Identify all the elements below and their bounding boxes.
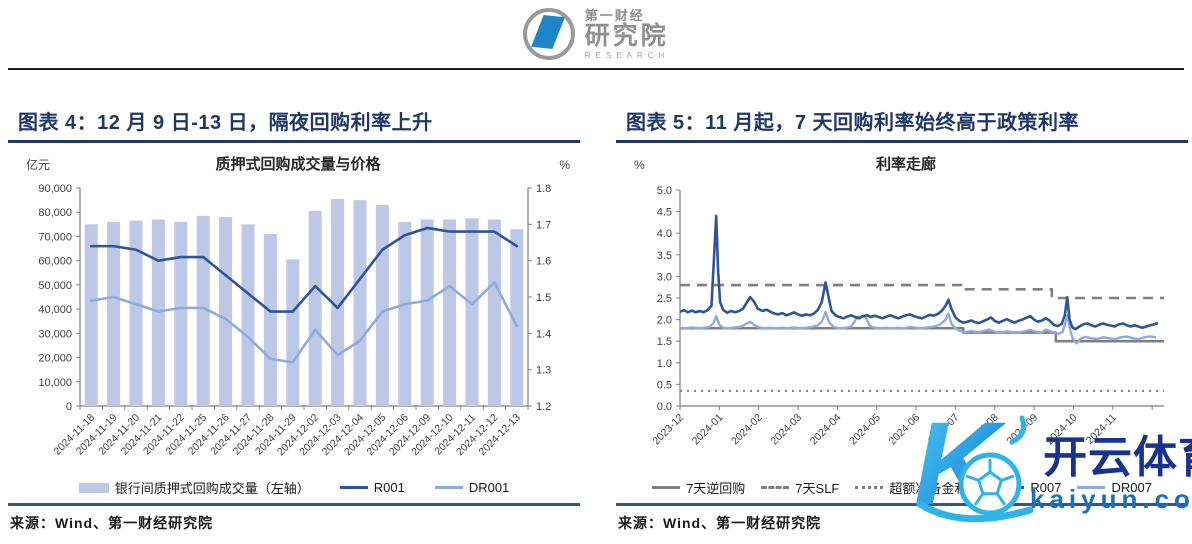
legend-swatch-line-light bbox=[434, 486, 463, 489]
svg-text:80,000: 80,000 bbox=[38, 207, 72, 219]
legend-item: DR001 bbox=[434, 480, 510, 495]
chart5-source: 来源：Wind、第一财经研究院 bbox=[618, 515, 822, 531]
legend-swatch-line-light bbox=[1077, 486, 1106, 489]
logo-text: 第一财经 研究院 RESEARCH bbox=[585, 9, 669, 60]
repo-volume-price-chart: 0 10,000 20,000 30,000 40,000 50,000 60,000 70,… bbox=[38, 183, 551, 458]
chart4-source-rule bbox=[8, 503, 580, 506]
chart5-title: 利率走廊 bbox=[875, 156, 936, 173]
svg-text:0.0: 0.0 bbox=[657, 401, 672, 413]
svg-text:1.5: 1.5 bbox=[536, 292, 551, 304]
chart4-title: 质押式回购成交量与价格 bbox=[215, 156, 381, 173]
chart4-right-axis-unit: % bbox=[559, 158, 570, 172]
chart5-header-row: % 利率走廊 bbox=[616, 153, 1188, 174]
svg-text:4.5: 4.5 bbox=[657, 207, 672, 219]
svg-text:10,000: 10,000 bbox=[38, 377, 72, 389]
svg-text:1.0: 1.0 bbox=[657, 358, 672, 370]
svg-text:70,000: 70,000 bbox=[38, 231, 72, 243]
svg-text:30,000: 30,000 bbox=[38, 328, 72, 340]
logo-en: RESEARCH bbox=[584, 50, 670, 60]
legend-item: DR007 bbox=[1077, 480, 1152, 495]
legend-swatch-bar bbox=[78, 482, 109, 493]
svg-text:1.5: 1.5 bbox=[657, 336, 672, 348]
chart4-heading: 图表 4：12 月 9 日-13 日，隔夜回购利率上升 bbox=[8, 106, 580, 143]
svg-text:1.8: 1.8 bbox=[536, 183, 551, 195]
legend-item: 银行间质押式回购成交量（左轴） bbox=[78, 478, 310, 497]
kaiyun-brand-text: 开云体育 bbox=[1043, 433, 1192, 482]
legend-swatch-line-gray-dashed bbox=[761, 486, 790, 489]
logo-cn-small: 第一财经 bbox=[584, 7, 645, 23]
kaiyun-domain-text: kaiyun.com bbox=[1030, 484, 1192, 514]
svg-text:20,000: 20,000 bbox=[38, 353, 72, 365]
legend-label: DR007 bbox=[1111, 480, 1152, 495]
legend-label: 7天逆回购 bbox=[686, 481, 746, 496]
svg-text:0.5: 0.5 bbox=[657, 379, 672, 391]
chart5-left-axis-unit: % bbox=[634, 158, 645, 172]
chart4-legend: 银行间质押式回购成交量（左轴） R001 DR001 bbox=[8, 478, 580, 497]
chart4-source: 来源：Wind、第一财经研究院 bbox=[10, 515, 214, 531]
yicai-research-logo: 第一财经 研究院 RESEARCH bbox=[522, 8, 669, 60]
chart5-heading: 图表 5：11 月起，7 天回购利率始终高于政策利率 bbox=[616, 106, 1188, 143]
svg-text:2024-04: 2024-04 bbox=[808, 412, 844, 448]
legend-label: 7天SLF bbox=[795, 481, 840, 496]
legend-swatch-line-dark bbox=[339, 486, 368, 489]
kaiyun-k-ball-icon: K bbox=[916, 404, 1034, 530]
legend-label: 超额准备金利率 bbox=[889, 481, 981, 496]
svg-text:90,000: 90,000 bbox=[38, 183, 72, 195]
svg-text:40,000: 40,000 bbox=[38, 304, 72, 316]
svg-text:2024-05: 2024-05 bbox=[847, 412, 883, 448]
chart4-left-axis-unit: 亿元 bbox=[26, 158, 51, 172]
svg-text:60,000: 60,000 bbox=[38, 256, 72, 268]
legend-swatch-line-gray-solid bbox=[652, 486, 681, 489]
legend-label: R007 bbox=[1030, 480, 1062, 495]
svg-text:2023-12: 2023-12 bbox=[650, 412, 686, 448]
panel-chart4: 图表 4：12 月 9 日-13 日，隔夜回购利率上升 亿元 质押式回购成交量与… bbox=[8, 106, 580, 533]
svg-text:3.0: 3.0 bbox=[657, 271, 672, 283]
svg-text:2024-03: 2024-03 bbox=[768, 412, 804, 448]
svg-text:4.0: 4.0 bbox=[657, 228, 672, 240]
logo-circle-shape bbox=[522, 8, 575, 60]
legend-swatch-line-gray-dotted bbox=[855, 486, 884, 489]
chart5-source-rule bbox=[616, 503, 1188, 506]
legend-label: DR001 bbox=[468, 480, 510, 495]
svg-text:5.0: 5.0 bbox=[657, 185, 672, 197]
logo-header: 第一财经 研究院 RESEARCH bbox=[8, 0, 1184, 70]
logo-cn-large: 研究院 bbox=[584, 21, 669, 50]
legend-label: 银行间质押式回购成交量（左轴） bbox=[114, 481, 310, 496]
svg-text:1.4: 1.4 bbox=[536, 328, 551, 340]
svg-text:2.5: 2.5 bbox=[657, 293, 672, 305]
rate-corridor-chart: 0.0 0.5 1.0 1.5 2.0 2.5 3.0 3.5 4.0 4.5 5.0 2023-12… bbox=[650, 185, 1164, 448]
chart-panels: 图表 4：12 月 9 日-13 日，隔夜回购利率上升 亿元 质押式回购成交量与… bbox=[0, 106, 1192, 533]
svg-text:3.5: 3.5 bbox=[657, 250, 672, 262]
legend-item: 超额准备金利率 bbox=[855, 478, 980, 497]
svg-text:1.2: 1.2 bbox=[536, 401, 551, 413]
kaiyun-watermark-text: 开云体育 kaiyun.com bbox=[1030, 433, 1192, 514]
svg-text:1.7: 1.7 bbox=[536, 219, 551, 231]
svg-text:50,000: 50,000 bbox=[38, 280, 72, 292]
svg-text:1.3: 1.3 bbox=[536, 365, 551, 377]
yicai-logo-icon bbox=[522, 8, 575, 60]
svg-text:2.0: 2.0 bbox=[657, 315, 672, 327]
svg-text:2024-01: 2024-01 bbox=[690, 412, 726, 448]
chart5-legend: 7天逆回购 7天SLF 超额准备金利率 R007 DR007 bbox=[616, 478, 1188, 497]
svg-text:2024-02: 2024-02 bbox=[729, 412, 765, 448]
chart4-header-row: 亿元 质押式回购成交量与价格 % bbox=[8, 153, 580, 174]
legend-item: 7天SLF bbox=[761, 478, 839, 497]
legend-item: R001 bbox=[339, 480, 405, 495]
legend-item: 7天逆回购 bbox=[652, 478, 745, 497]
svg-text:1.6: 1.6 bbox=[536, 256, 551, 268]
panel-chart5: 图表 5：11 月起，7 天回购利率始终高于政策利率 % 利率走廊 0.0 0.5… bbox=[616, 106, 1188, 533]
svg-text:0: 0 bbox=[66, 401, 72, 413]
kaiyun-watermark: K 开云体育 kaiyun.com bbox=[916, 404, 1192, 532]
legend-label: R001 bbox=[373, 480, 405, 495]
